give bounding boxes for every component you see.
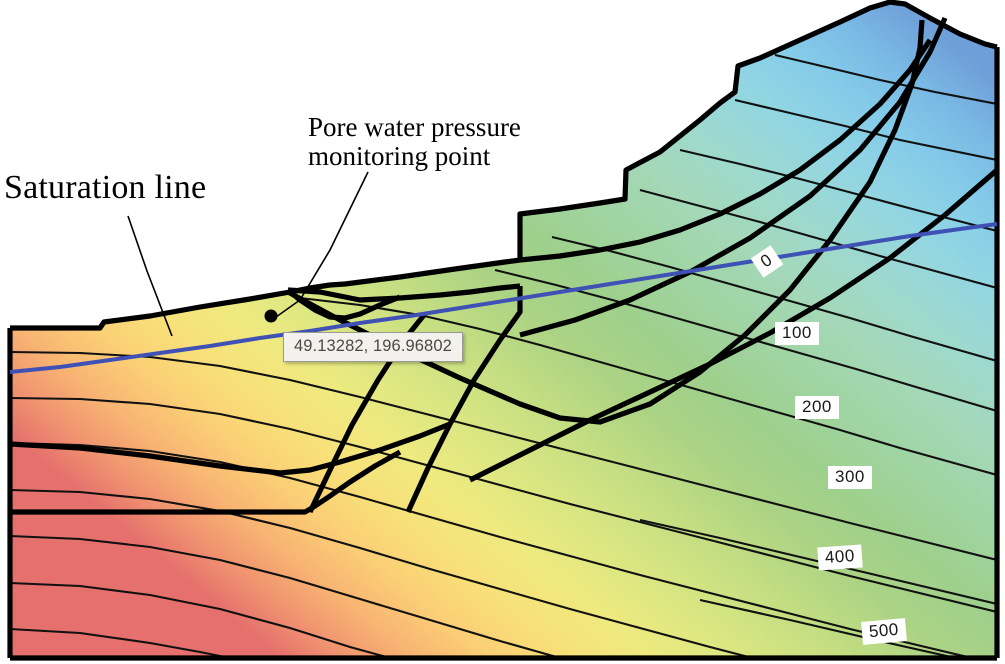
- contour-label: 400: [817, 544, 863, 571]
- monitoring-point-label-line2: monitoring point: [308, 141, 491, 172]
- layer-boundaries: [7, 0, 1000, 661]
- monitoring-point-label: Pore water pressure monitoring point: [308, 112, 521, 172]
- saturation-leader-line: [127, 215, 173, 337]
- coordinate-tooltip: 49.13282, 196.96802: [283, 332, 463, 362]
- monitoring-point-leader-line: [275, 171, 369, 318]
- monitoring-point-label-line1: Pore water pressure: [308, 112, 521, 142]
- contour-label: 300: [828, 466, 872, 489]
- contour-label: 200: [795, 396, 839, 419]
- saturation-line-label: Saturation line: [4, 169, 207, 206]
- contour-label: 500: [861, 618, 907, 645]
- monitoring-point-dot[interactable]: [264, 309, 278, 323]
- contour-lines: [10, 53, 997, 658]
- saturation-line: [9, 222, 998, 374]
- contour-label: 100: [775, 322, 819, 345]
